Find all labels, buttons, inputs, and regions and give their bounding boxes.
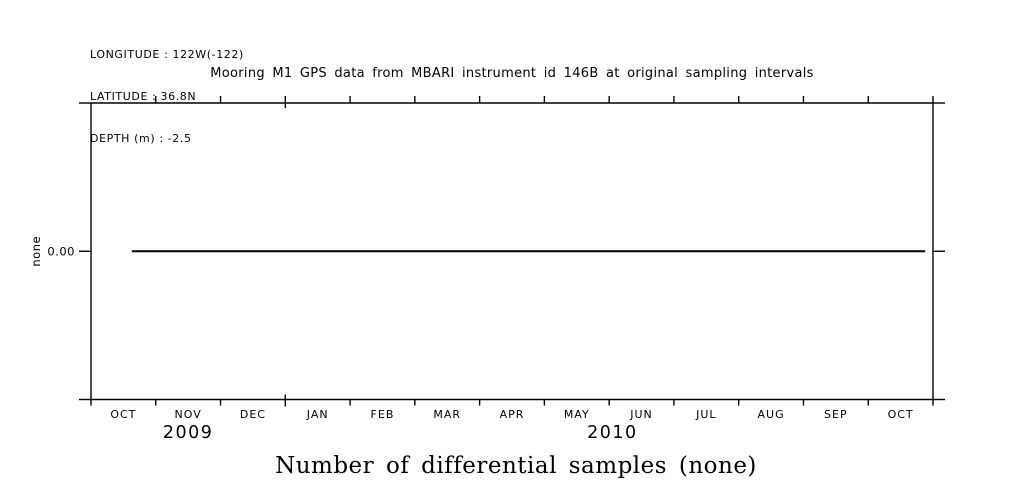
y-axis-label: none xyxy=(29,236,43,267)
x-axis-month-label: NOV xyxy=(175,408,202,421)
x-axis-month-label: AUG xyxy=(758,408,785,421)
latitude-label: LATITUDE : 36.8N xyxy=(90,90,197,103)
x-axis-month-label: FEB xyxy=(371,408,395,421)
depth-label: DEPTH (m) : -2.5 xyxy=(90,132,192,145)
x-axis-month-label: DEC xyxy=(240,408,266,421)
x-axis-month-label: APR xyxy=(500,408,525,421)
x-axis-month-label: MAR xyxy=(433,408,461,421)
location-info: LONGITUDE : 122W(-122) LATITUDE : 36.8N … xyxy=(90,20,244,174)
x-axis-year-label: 2010 xyxy=(587,423,638,443)
chart-title: Mooring M1 GPS data from MBARI instrumen… xyxy=(210,66,814,81)
longitude-label: LONGITUDE : 122W(-122) xyxy=(90,48,244,61)
x-axis-month-label: JUL xyxy=(695,408,716,421)
x-axis-year-label: 2009 xyxy=(163,423,214,443)
x-axis-month-label: SEP xyxy=(824,408,848,421)
x-axis-month-label: JUN xyxy=(629,408,653,421)
x-axis-month-label: OCT xyxy=(110,408,136,421)
y-axis-tick-label: 0.00 xyxy=(47,244,75,258)
chart-caption: Number of differential samples (none) xyxy=(275,453,757,479)
x-axis-month-label: JAN xyxy=(306,408,329,421)
x-axis-month-label: MAY xyxy=(564,408,590,421)
x-axis-month-label: OCT xyxy=(888,408,914,421)
